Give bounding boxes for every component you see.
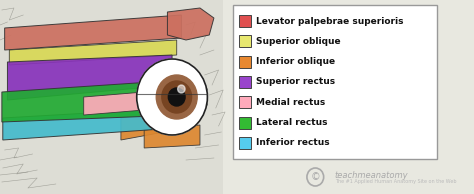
Text: The #1 Applied Human Anatomy Site on the Web: The #1 Applied Human Anatomy Site on the… — [335, 179, 456, 184]
Circle shape — [137, 59, 208, 135]
FancyBboxPatch shape — [239, 56, 251, 68]
FancyBboxPatch shape — [239, 36, 251, 47]
FancyBboxPatch shape — [239, 76, 251, 88]
FancyBboxPatch shape — [239, 96, 251, 108]
Text: ©: © — [310, 172, 320, 182]
Circle shape — [162, 81, 191, 113]
Polygon shape — [121, 110, 186, 140]
Polygon shape — [3, 108, 177, 140]
Polygon shape — [8, 55, 172, 100]
Polygon shape — [5, 15, 182, 50]
FancyBboxPatch shape — [233, 5, 437, 159]
Polygon shape — [144, 125, 200, 148]
Text: teachmeanatomy: teachmeanatomy — [335, 171, 409, 179]
FancyBboxPatch shape — [239, 117, 251, 129]
Text: Lateral rectus: Lateral rectus — [256, 118, 327, 127]
Polygon shape — [9, 40, 177, 65]
FancyBboxPatch shape — [239, 137, 251, 149]
FancyBboxPatch shape — [239, 15, 251, 27]
Polygon shape — [84, 92, 144, 115]
Polygon shape — [167, 8, 214, 40]
Polygon shape — [2, 80, 182, 122]
Polygon shape — [0, 0, 223, 194]
Text: Inferior oblique: Inferior oblique — [256, 57, 335, 66]
Text: Superior rectus: Superior rectus — [256, 77, 335, 87]
Text: Medial rectus: Medial rectus — [256, 98, 325, 107]
Circle shape — [178, 85, 185, 93]
Circle shape — [168, 88, 185, 106]
Text: Levator palpebrae superioris: Levator palpebrae superioris — [256, 17, 403, 26]
Circle shape — [156, 75, 197, 119]
Polygon shape — [139, 82, 208, 112]
Text: Inferior rectus: Inferior rectus — [256, 138, 329, 147]
Text: Superior oblique: Superior oblique — [256, 37, 340, 46]
